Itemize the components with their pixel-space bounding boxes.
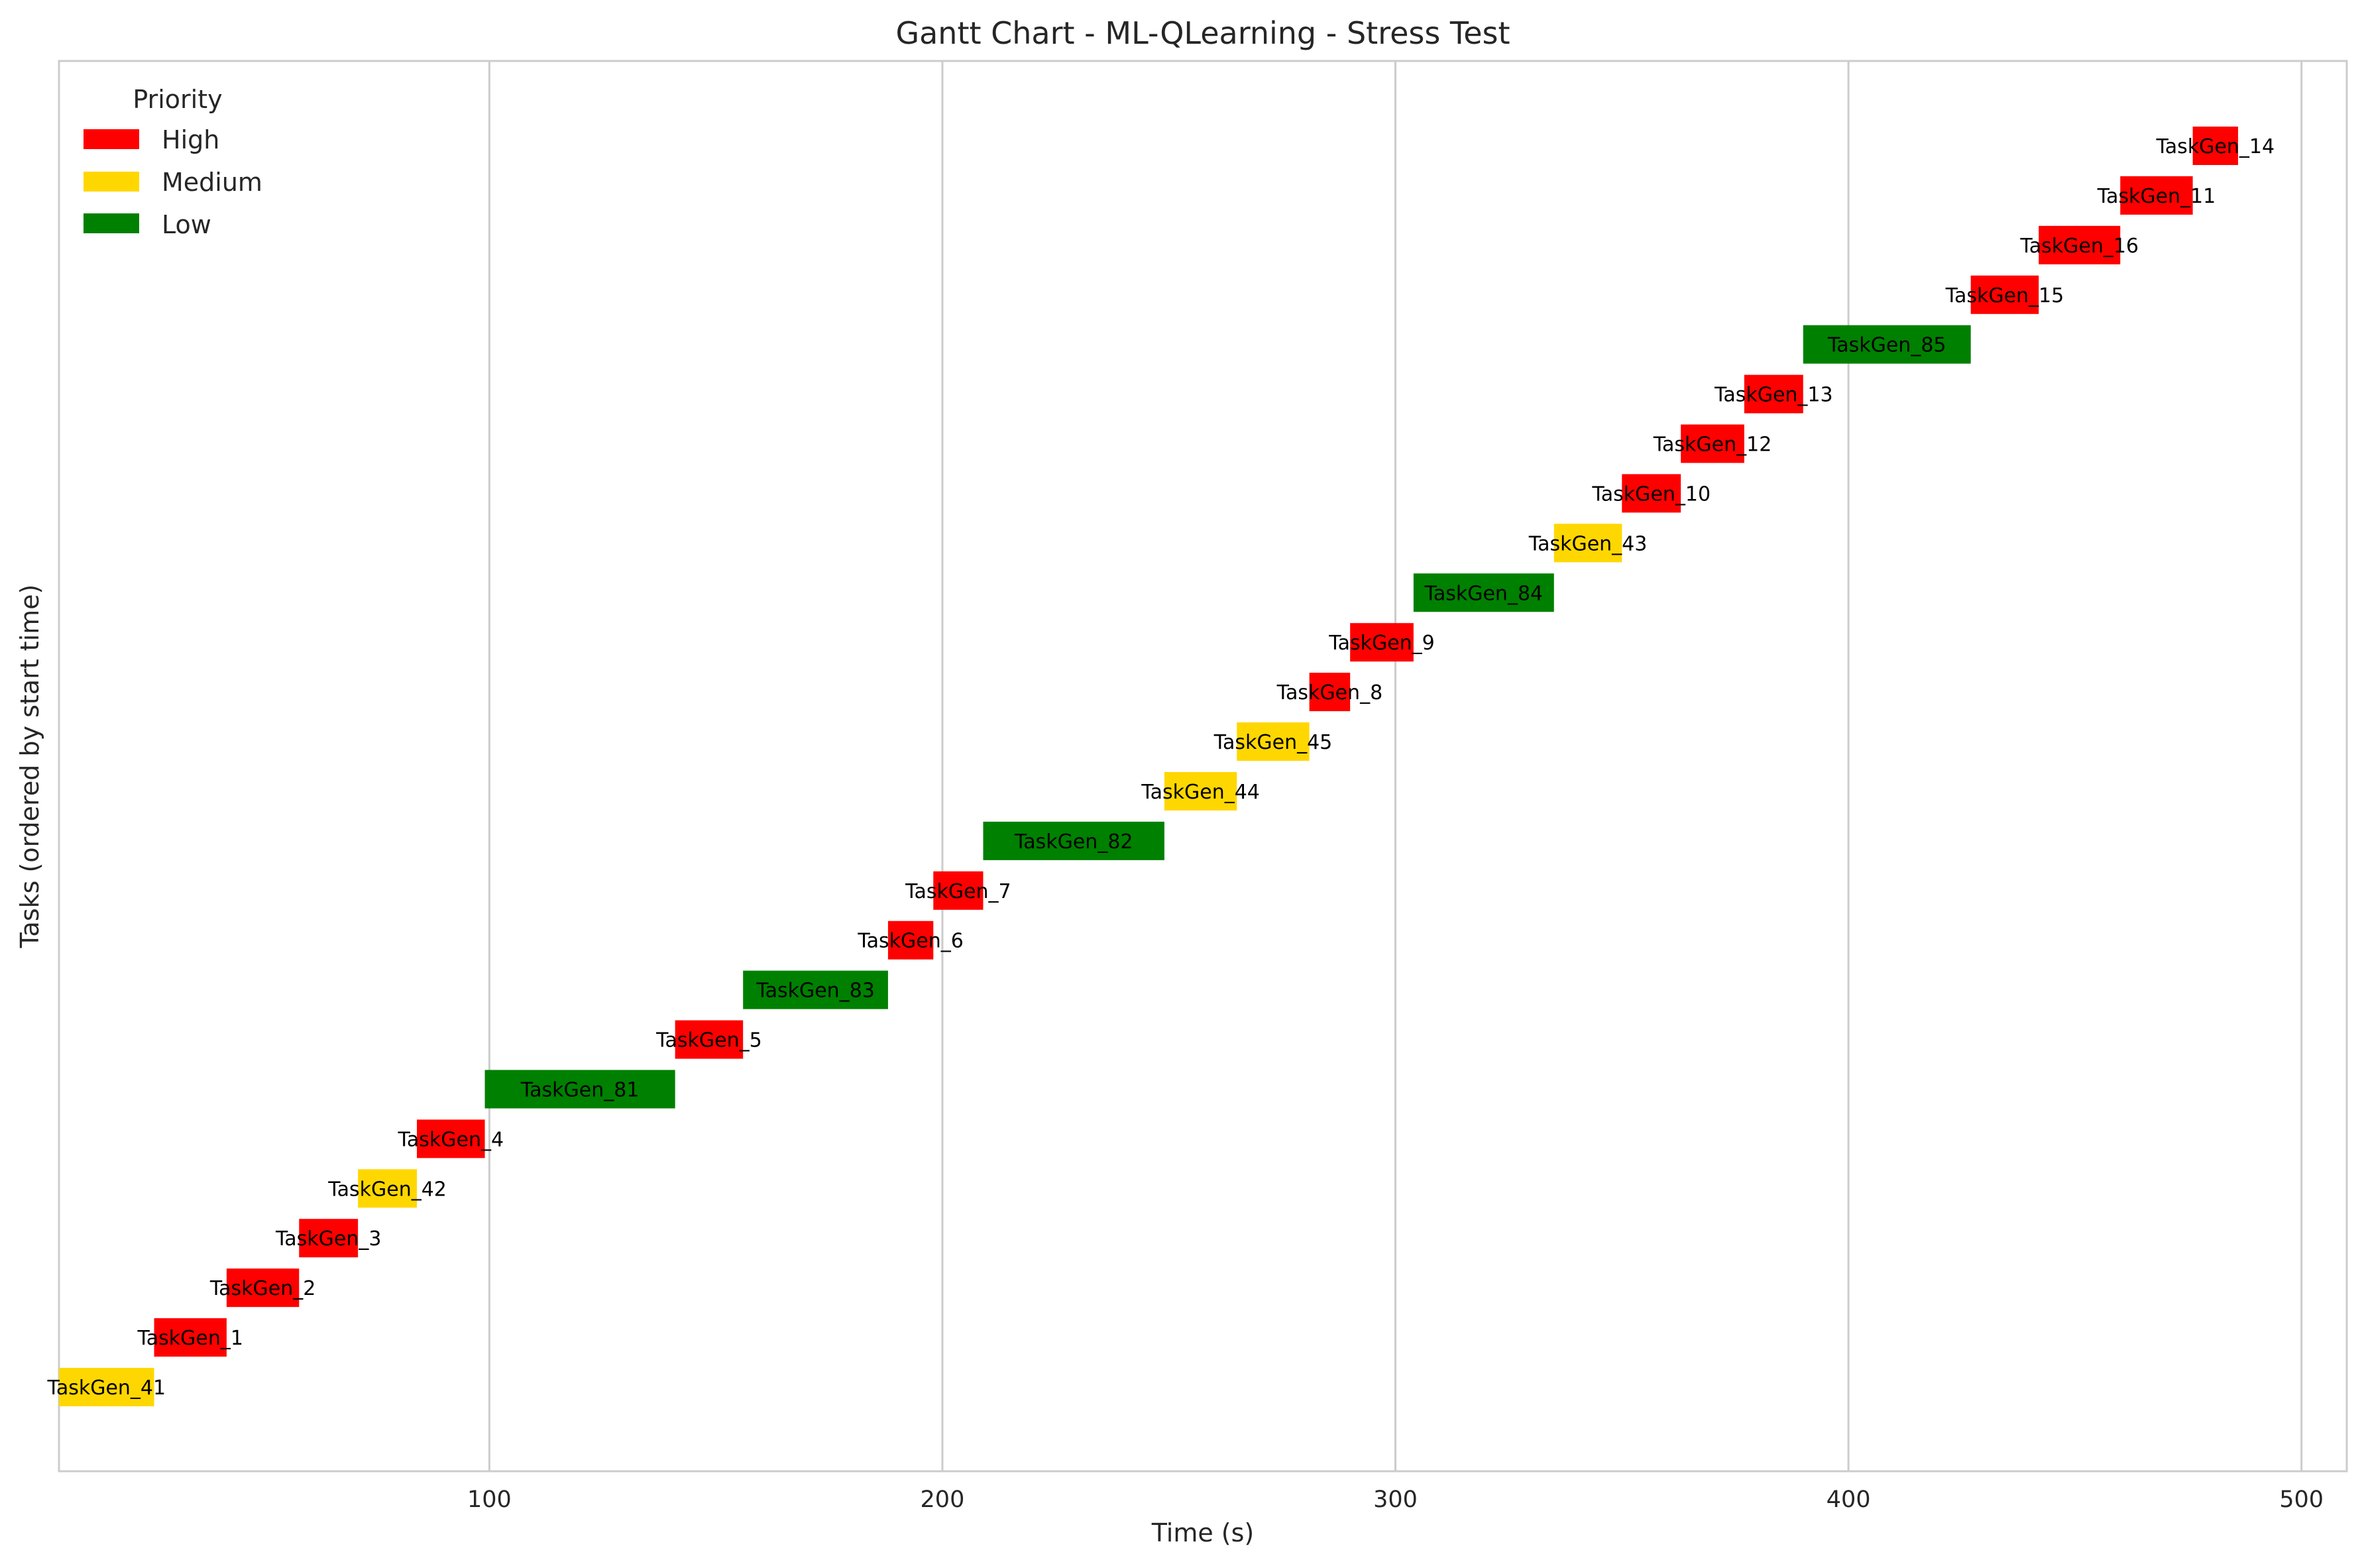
legend-label-high: High [162, 125, 219, 154]
task-label: TaskGen_15 [1945, 284, 2064, 308]
legend-swatch-medium [84, 172, 139, 192]
task-label: TaskGen_9 [1328, 632, 1435, 655]
legend-swatch-low [84, 213, 139, 233]
task-bar [154, 1318, 227, 1357]
task-bar [484, 1070, 675, 1109]
task-bar [933, 871, 984, 910]
task-label: TaskGen_84 [1424, 582, 1543, 605]
task-bar [887, 921, 934, 960]
task-label: TaskGen_82 [1014, 830, 1133, 854]
task-bar [983, 821, 1164, 860]
task-bar [1744, 374, 1803, 414]
x-axis-label: Time (s) [1151, 1518, 1255, 1547]
task-label: TaskGen_16 [2019, 235, 2139, 258]
task-label: TaskGen_7 [905, 880, 1011, 903]
task-label: TaskGen_13 [1714, 384, 1833, 407]
chart-title: Gantt Chart - ML-QLearning - Stress Test [895, 15, 1510, 51]
task-label: TaskGen_81 [520, 1078, 640, 1101]
task-bar [675, 1020, 744, 1059]
plot-area [58, 60, 2348, 1473]
task-label: TaskGen_41 [46, 1376, 166, 1400]
task-label: TaskGen_14 [2155, 135, 2275, 158]
task-bar [1309, 673, 1351, 712]
task-bar [2120, 176, 2193, 215]
task-bar [1970, 275, 2039, 314]
task-labels: TaskGen_41 TaskGen_1 TaskGen_2 TaskGen_3 Tas… [46, 135, 2275, 1400]
task-label: TaskGen_10 [1591, 482, 1711, 506]
task-bars [59, 127, 2238, 1406]
task-label: TaskGen_42 [327, 1178, 447, 1201]
task-bar [1681, 424, 1744, 463]
legend-label-low: Low [162, 210, 211, 239]
task-label: TaskGen_1 [137, 1327, 243, 1350]
task-label: TaskGen_45 [1213, 731, 1333, 754]
task-bar [2039, 225, 2121, 264]
task-label: TaskGen_85 [1827, 334, 1946, 357]
task-bar [1164, 771, 1237, 811]
x-tick-label: 500 [2279, 1486, 2324, 1513]
task-bar [299, 1219, 359, 1258]
task-bar [1237, 722, 1310, 761]
task-bar [2192, 127, 2238, 165]
task-label: TaskGen_43 [1528, 532, 1648, 555]
task-label: TaskGen_44 [1141, 781, 1260, 804]
task-label: TaskGen_3 [275, 1227, 382, 1251]
x-tick-label: 100 [467, 1486, 512, 1513]
task-label: TaskGen_12 [1653, 433, 1772, 457]
task-bar [1553, 524, 1622, 563]
x-tick-label: 300 [1373, 1486, 1418, 1513]
task-label: TaskGen_11 [2097, 185, 2216, 208]
task-bar [226, 1268, 300, 1308]
legend-label-medium: Medium [162, 168, 262, 197]
task-bar [417, 1119, 485, 1158]
task-bar [1413, 573, 1554, 612]
task-label: TaskGen_6 [857, 930, 964, 953]
y-axis-label: Tasks (ordered by start time) [15, 585, 44, 949]
task-label: TaskGen_4 [398, 1128, 504, 1151]
x-tick-label: 200 [921, 1486, 965, 1513]
task-bar [1622, 474, 1681, 513]
task-bar [743, 970, 888, 1009]
legend: Priority High Medium Low [84, 85, 262, 239]
task-label: TaskGen_5 [655, 1029, 762, 1052]
task-bar [59, 1368, 154, 1406]
x-gridlines [488, 61, 2303, 1471]
task-bar [1350, 623, 1414, 662]
task-bar [358, 1169, 418, 1208]
task-label: TaskGen_83 [756, 980, 875, 1003]
x-tick-label: 400 [1827, 1486, 1871, 1513]
task-label: TaskGen_2 [209, 1277, 316, 1300]
task-label: TaskGen_8 [1276, 681, 1383, 704]
task-bar [1803, 325, 1971, 364]
x-tick-labels: 100 200 300 400 500 [467, 1486, 2324, 1513]
legend-swatch-high [84, 129, 139, 149]
legend-title: Priority [133, 85, 222, 114]
